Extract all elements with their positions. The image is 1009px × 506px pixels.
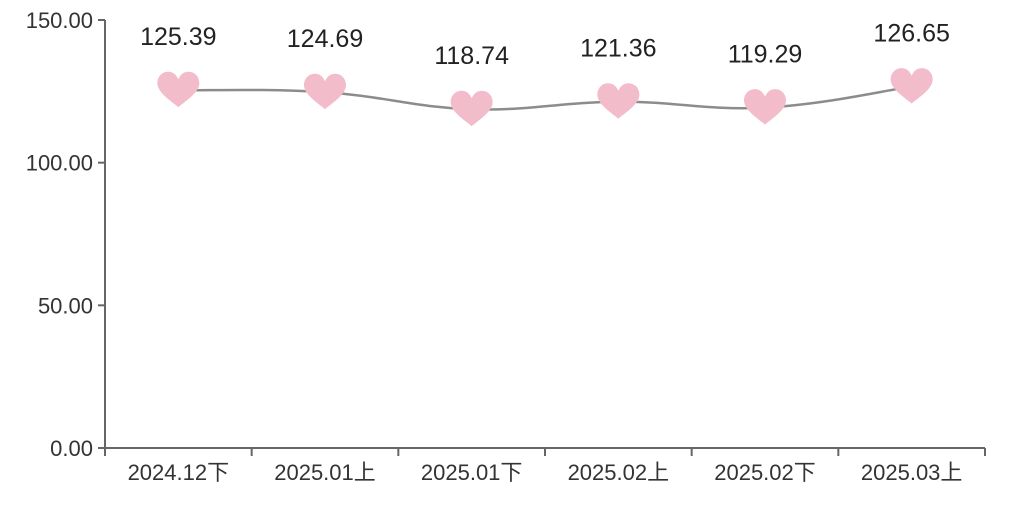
markers — [157, 68, 933, 127]
series-line-group — [178, 85, 912, 111]
heart-icon — [304, 73, 346, 110]
heart-icon — [597, 83, 640, 119]
heart-icon — [890, 68, 933, 104]
y-tick-label: 100.00 — [26, 151, 93, 176]
data-label: 126.65 — [873, 20, 949, 48]
x-tick-label: 2025.02上 — [568, 460, 670, 485]
y-tick-label: 50.00 — [38, 293, 93, 318]
series-line — [178, 85, 912, 111]
x-tick-label: 2025.03上 — [861, 460, 963, 485]
heart-icon — [157, 71, 200, 108]
axes: 0.00 50.00 100.00 150.00 2024.12下 2025.01上 202… — [26, 8, 986, 485]
heart-icon — [450, 90, 493, 127]
data-label: 124.69 — [287, 25, 363, 53]
data-label: 125.39 — [140, 23, 216, 51]
x-tick-label: 2025.01上 — [274, 460, 376, 485]
data-label: 118.74 — [434, 42, 509, 70]
x-tick-label: 2024.12下 — [128, 460, 230, 485]
y-tick-label: 0.00 — [50, 436, 93, 461]
x-tick-label: 2025.02下 — [714, 460, 816, 485]
y-tick-label: 150.00 — [26, 8, 93, 33]
data-labels: 125.39 124.69 118.74 121.36 119.29 126.65 — [140, 20, 950, 71]
x-tick-label: 2025.01下 — [421, 460, 523, 485]
data-label: 121.36 — [580, 35, 656, 63]
heart-icon — [744, 89, 786, 125]
data-label: 119.29 — [728, 41, 803, 69]
